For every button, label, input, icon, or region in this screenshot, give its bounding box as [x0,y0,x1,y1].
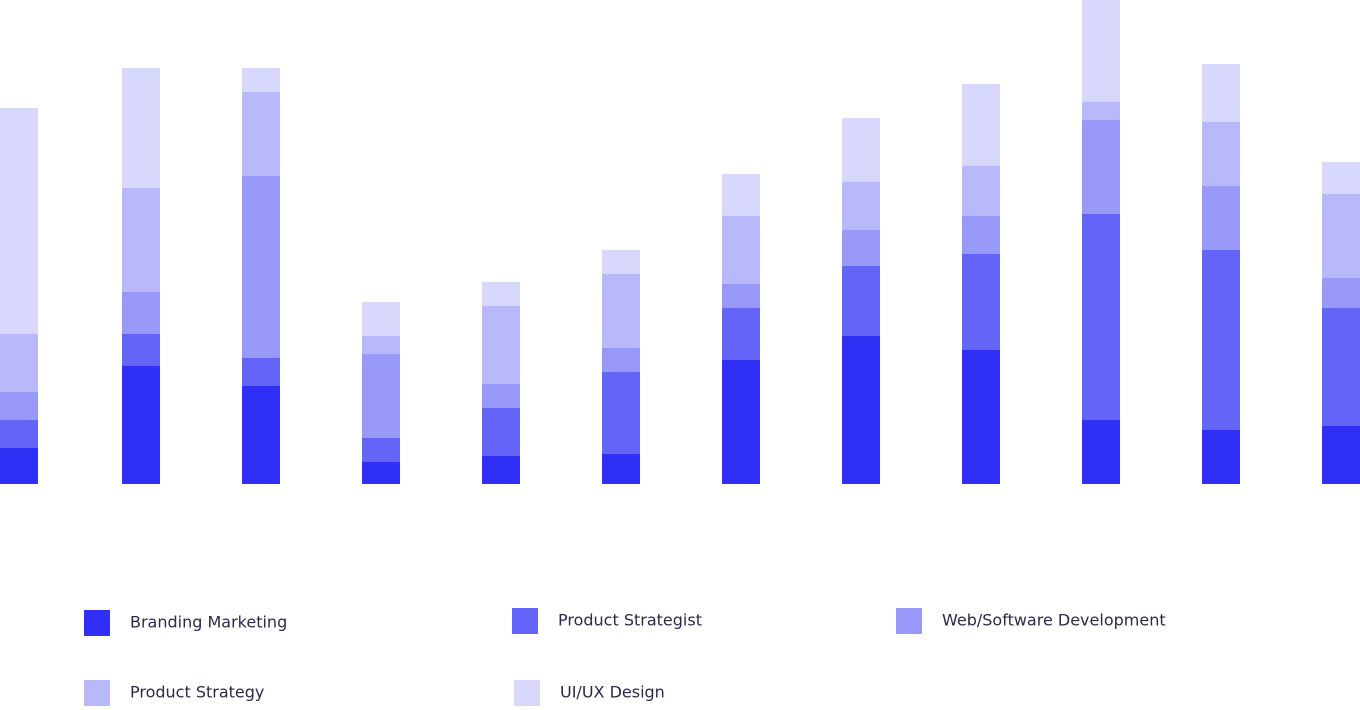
bar-segment [962,216,1000,254]
legend-label: Product Strategy [130,683,264,702]
bar-segment [1082,214,1120,420]
bar-segment [962,84,1000,166]
bar-segment [1202,122,1240,186]
bar-segment [122,366,160,484]
bar-segment [0,420,38,448]
legend-swatch [84,610,110,636]
bar-segment [362,438,400,462]
bar-segment [242,386,280,484]
legend-label: Branding Marketing [130,613,287,632]
legend-swatch [896,608,922,634]
bar-segment [722,360,760,484]
bar-segment [1082,0,1120,102]
bar-segment [842,182,880,230]
legend-label: Web/Software Development [942,611,1166,630]
bar-segment [962,166,1000,216]
bar-segment [122,68,160,188]
bar-segment [1322,426,1360,484]
bar-segment [722,174,760,216]
bar-segment [1082,102,1120,120]
bar-segment [1082,420,1120,484]
bar-segment [722,216,760,284]
bar-segment [362,354,400,438]
bar-segment [1202,430,1240,484]
bar-segment [0,392,38,420]
bar-segment [722,284,760,308]
bar-segment [1322,278,1360,308]
bar-segment [482,456,520,484]
bar-segment [242,358,280,386]
bar-segment [602,250,640,274]
bar-segment [842,336,880,484]
bar-segment [242,92,280,176]
bar-segment [122,292,160,334]
legend-swatch [84,680,110,706]
bar-segment [0,448,38,484]
bar-segment [1202,186,1240,250]
bar-segment [482,282,520,306]
bar-segment [0,334,38,392]
bar-segment [602,454,640,484]
bar-segment [242,68,280,92]
bar-segment [362,462,400,484]
bar-segment [962,254,1000,350]
bar-segment [1322,194,1360,278]
bar-segment [482,408,520,456]
bar-segment [842,230,880,266]
bar-segment [1322,308,1360,426]
bar-segment [842,118,880,182]
bar-segment [362,302,400,336]
bar-segment [122,188,160,292]
bar-segment [962,350,1000,484]
bar-segment [602,348,640,372]
bar-segment [722,308,760,360]
legend-swatch [512,608,538,634]
bar-segment [482,306,520,384]
bar-segment [842,266,880,336]
legend-label: UI/UX Design [560,683,665,702]
bar-segment [122,334,160,366]
bar-segment [1202,64,1240,122]
bar-segment [242,176,280,358]
bar-segment [362,336,400,354]
legend-label: Product Strategist [558,611,702,630]
bar-segment [602,274,640,348]
bar-segment [602,372,640,454]
bar-segment [0,108,38,334]
bar-segment [482,384,520,408]
bar-segment [1202,250,1240,430]
legend-swatch [514,680,540,706]
bar-segment [1082,120,1120,214]
bar-segment [1322,162,1360,194]
